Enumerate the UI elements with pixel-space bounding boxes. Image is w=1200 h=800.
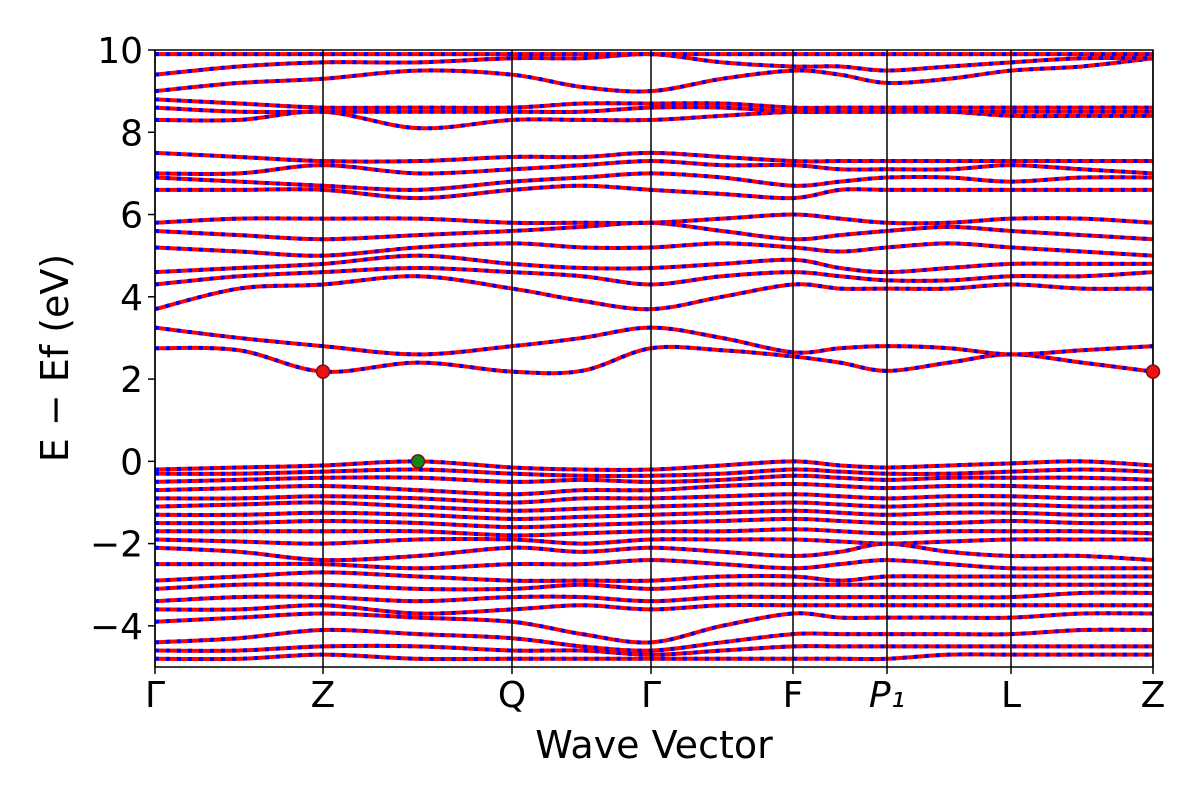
band-line	[155, 56, 1153, 94]
band-line	[155, 492, 1153, 505]
band-line-dashed	[155, 159, 1153, 177]
band-line	[155, 536, 1153, 546]
band-line	[155, 274, 1153, 312]
band-line	[155, 183, 1153, 201]
band-line	[155, 325, 1153, 357]
band-line	[155, 473, 1153, 484]
y-tick-label: 10	[97, 31, 143, 72]
band-line	[155, 459, 1153, 472]
bands	[155, 52, 1153, 662]
band-line	[155, 570, 1153, 583]
x-tick-label: L	[1001, 675, 1021, 716]
band-line-dashed	[155, 183, 1153, 201]
x-tick-label: Γ	[641, 675, 661, 716]
band-line	[155, 508, 1153, 521]
band-line	[155, 500, 1153, 513]
band-line	[155, 516, 1153, 530]
band-line-dashed	[155, 52, 1153, 77]
band-line	[155, 602, 1153, 616]
band-line-dashed	[155, 253, 1153, 275]
band-line	[155, 253, 1153, 275]
band-extremum	[315, 364, 331, 379]
x-tick-label: P₁	[869, 675, 905, 716]
y-tick-label: 0	[120, 442, 143, 483]
band-line	[155, 643, 1153, 657]
band-line-dashed	[155, 541, 1153, 563]
band-line-dashed	[155, 266, 1153, 287]
band-extremum	[410, 454, 426, 469]
plot-frame	[154, 49, 1154, 668]
y-tick-label: 6	[120, 196, 143, 237]
band-line	[155, 150, 1153, 164]
y-tick-label: 8	[120, 113, 143, 154]
y-tick-label: −2	[90, 525, 143, 566]
x-tick-label: Z	[311, 675, 336, 716]
band-line	[155, 97, 1153, 110]
band-line	[155, 212, 1153, 226]
band-line	[155, 611, 1153, 645]
band-extremum	[1145, 364, 1161, 379]
band-line	[155, 344, 1153, 376]
x-tick-label: Z	[1141, 675, 1166, 716]
x-tick-label: Q	[498, 675, 526, 716]
band-line	[155, 481, 1153, 497]
band-line	[155, 527, 1153, 538]
band-line	[155, 541, 1153, 563]
band-line	[155, 652, 1153, 662]
band-line	[155, 590, 1153, 604]
x-tick-label: Γ	[145, 675, 165, 716]
band-line	[155, 109, 1153, 131]
x-axis-label: Wave Vector	[535, 723, 773, 767]
band-line-dashed	[155, 109, 1153, 131]
band-line-dashed	[155, 274, 1153, 312]
y-tick-label: 2	[120, 360, 143, 401]
x-tick-label: F	[783, 675, 804, 716]
band-line-dashed	[155, 558, 1153, 571]
band-line-dashed	[155, 325, 1153, 357]
y-tick-label: 4	[120, 278, 143, 319]
y-tick-label: −4	[90, 607, 143, 648]
band-line-dashed	[155, 220, 1153, 242]
band-line-dashed	[155, 627, 1153, 653]
band-line-dashed	[155, 241, 1153, 258]
y-axis-label: E − Ef (eV)	[33, 254, 77, 463]
band-line	[155, 582, 1153, 592]
band-line	[155, 105, 1153, 115]
band-line	[155, 467, 1153, 478]
band-line-dashed	[155, 171, 1153, 192]
